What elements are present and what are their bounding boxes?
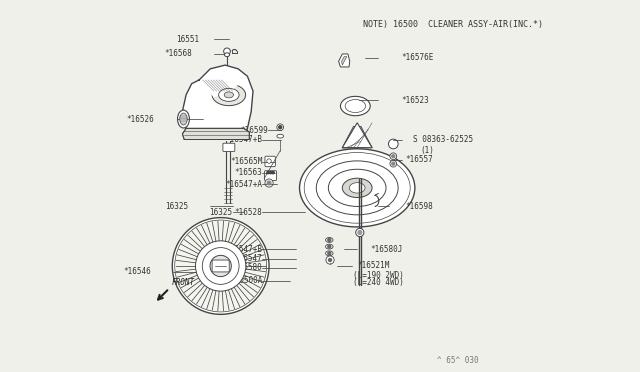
Ellipse shape	[304, 153, 410, 223]
Ellipse shape	[300, 149, 415, 227]
Ellipse shape	[326, 244, 333, 249]
Ellipse shape	[349, 183, 365, 193]
Text: *16557: *16557	[406, 155, 433, 164]
FancyBboxPatch shape	[212, 260, 229, 272]
Polygon shape	[339, 54, 349, 67]
Ellipse shape	[326, 238, 333, 243]
Ellipse shape	[177, 110, 189, 128]
Polygon shape	[182, 65, 253, 138]
Ellipse shape	[342, 178, 372, 198]
Circle shape	[390, 153, 397, 160]
Ellipse shape	[340, 96, 370, 116]
Ellipse shape	[345, 99, 365, 112]
Circle shape	[265, 179, 273, 187]
Text: *16568: *16568	[164, 49, 191, 58]
Text: *16576E: *16576E	[402, 53, 434, 62]
Circle shape	[388, 139, 398, 149]
Text: 16551: 16551	[176, 35, 199, 44]
Text: NOTE) 16500  CLEANER ASSY-AIR(INC.*): NOTE) 16500 CLEANER ASSY-AIR(INC.*)	[363, 20, 543, 29]
Ellipse shape	[219, 89, 239, 102]
Text: *16500A: *16500A	[230, 276, 262, 285]
Circle shape	[272, 171, 275, 174]
Polygon shape	[182, 128, 250, 140]
Text: *16547+A: *16547+A	[225, 180, 262, 189]
Ellipse shape	[180, 113, 187, 125]
Ellipse shape	[225, 53, 230, 57]
Text: *16598: *16598	[406, 202, 433, 211]
Text: *16580J: *16580J	[370, 245, 403, 254]
Text: (L=240 4WD): (L=240 4WD)	[353, 278, 404, 287]
Circle shape	[223, 48, 230, 55]
Polygon shape	[342, 123, 372, 148]
Polygon shape	[342, 57, 347, 65]
Circle shape	[358, 231, 362, 234]
Circle shape	[202, 248, 239, 284]
Circle shape	[269, 171, 271, 174]
Text: (1): (1)	[420, 146, 435, 155]
Circle shape	[175, 220, 267, 312]
Text: *16526: *16526	[127, 115, 154, 124]
Polygon shape	[342, 126, 372, 148]
Circle shape	[277, 124, 284, 131]
Circle shape	[267, 171, 269, 174]
Ellipse shape	[277, 134, 284, 138]
Text: ^ 65^ 030: ^ 65^ 030	[437, 356, 479, 365]
FancyBboxPatch shape	[264, 171, 276, 180]
Text: *16580: *16580	[235, 263, 262, 272]
Ellipse shape	[316, 161, 398, 215]
Circle shape	[196, 241, 246, 291]
Circle shape	[356, 228, 364, 237]
Text: S 08363-62525: S 08363-62525	[413, 135, 473, 144]
Circle shape	[328, 252, 331, 255]
Circle shape	[328, 238, 331, 241]
Circle shape	[326, 256, 334, 264]
Circle shape	[392, 155, 395, 158]
FancyBboxPatch shape	[223, 143, 235, 151]
Text: S: S	[391, 141, 396, 147]
Text: *16565M: *16565M	[230, 157, 262, 166]
Text: *16547+B: *16547+B	[225, 135, 262, 144]
Circle shape	[278, 126, 282, 129]
Circle shape	[267, 181, 271, 185]
Text: *16563: *16563	[235, 169, 262, 177]
Text: FRONT: FRONT	[172, 278, 195, 287]
Ellipse shape	[224, 92, 234, 98]
Circle shape	[328, 259, 332, 262]
Text: *16528: *16528	[235, 208, 262, 217]
Text: (L=190 2WD): (L=190 2WD)	[353, 271, 404, 280]
Circle shape	[210, 255, 231, 277]
Text: *16546: *16546	[123, 267, 151, 276]
Circle shape	[172, 218, 269, 314]
Text: *16599: *16599	[240, 126, 268, 135]
Circle shape	[328, 245, 331, 248]
Circle shape	[267, 159, 271, 163]
Ellipse shape	[212, 84, 246, 106]
Text: *16547: *16547	[235, 254, 262, 263]
Polygon shape	[203, 74, 244, 97]
FancyBboxPatch shape	[265, 156, 275, 167]
Text: 16325: 16325	[165, 202, 188, 211]
Circle shape	[392, 162, 395, 165]
Text: *16521M: *16521M	[357, 262, 390, 270]
Ellipse shape	[328, 169, 386, 206]
Text: *16523: *16523	[402, 96, 429, 105]
Ellipse shape	[326, 251, 333, 256]
Circle shape	[390, 160, 397, 167]
Text: 16325: 16325	[209, 208, 232, 217]
Text: *16547+B: *16547+B	[225, 245, 262, 254]
